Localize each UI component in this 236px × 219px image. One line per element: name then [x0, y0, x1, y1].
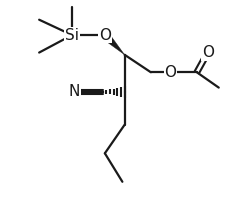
Text: O: O — [164, 65, 177, 80]
Text: N: N — [68, 85, 80, 99]
Polygon shape — [102, 32, 125, 55]
Text: O: O — [99, 28, 111, 42]
Text: O: O — [202, 45, 214, 60]
Text: Si: Si — [65, 28, 79, 42]
